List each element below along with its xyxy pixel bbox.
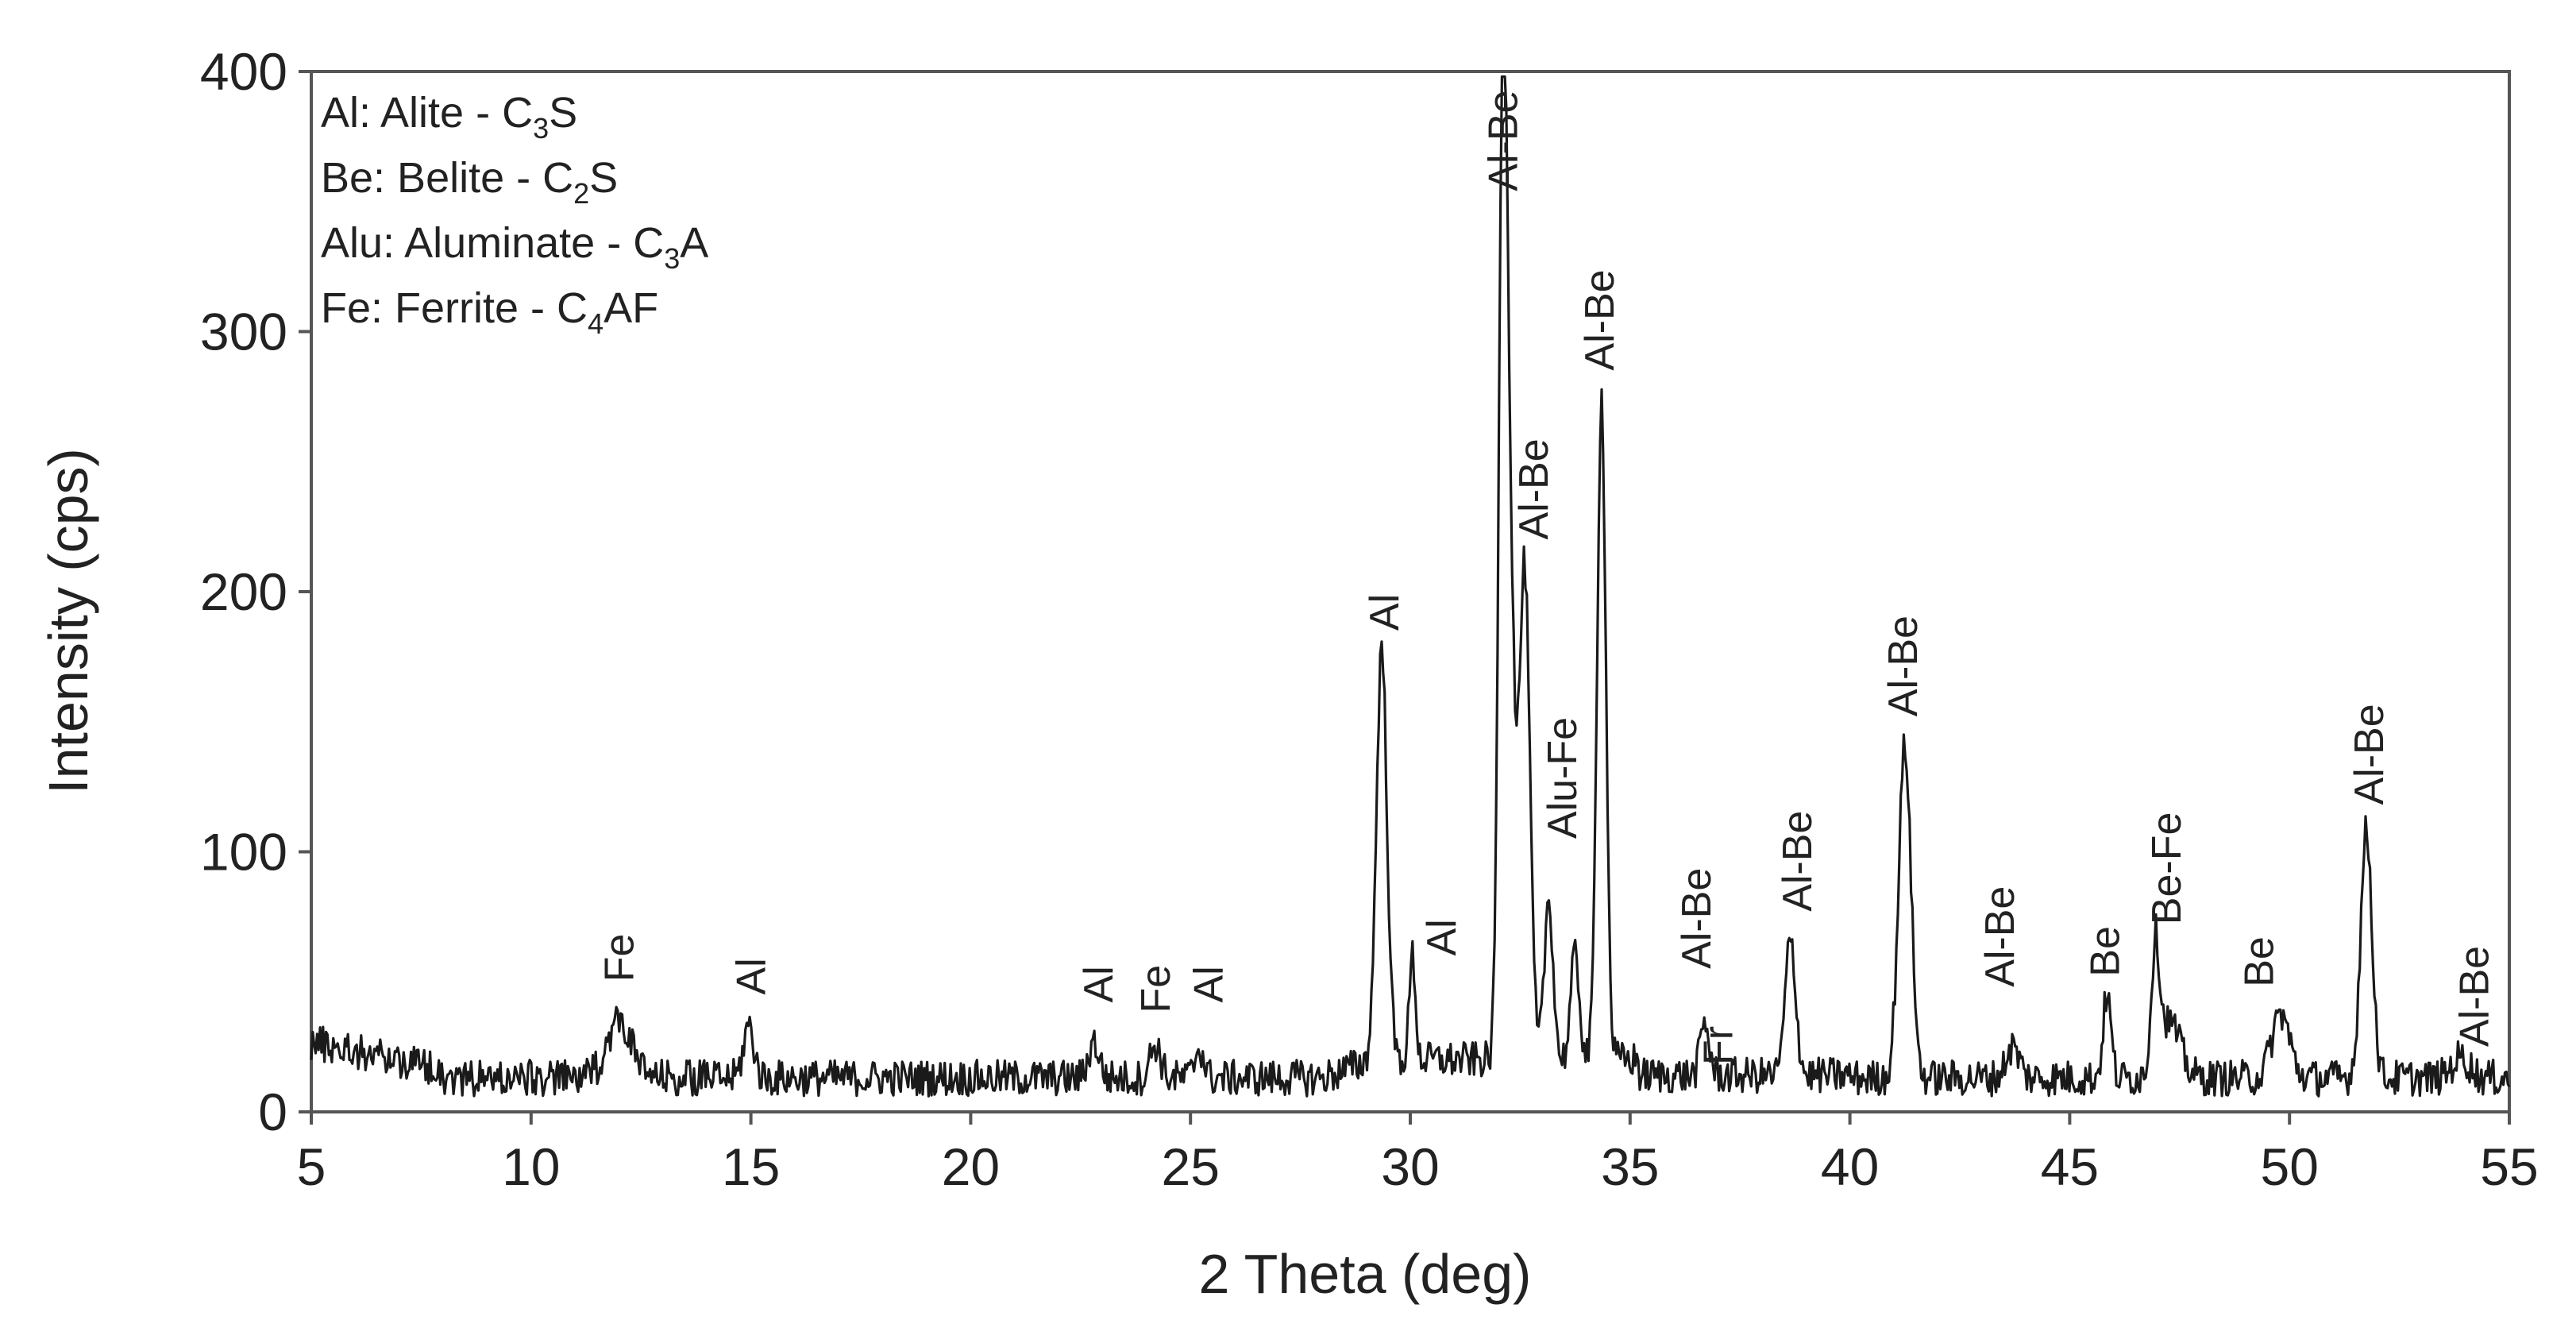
peak-label: Al-Be (1977, 886, 2023, 987)
legend: Al: Alite - C3S Be: Belite - C2S Alu: Alum… (321, 89, 708, 340)
y-tick-label: 100 (200, 823, 287, 882)
x-tick-label: 10 (502, 1137, 560, 1196)
peak-label: Be (2236, 936, 2282, 987)
peak-label: Be (2083, 926, 2129, 977)
x-tick-label: 55 (2480, 1137, 2538, 1196)
x-tick-label: 25 (1161, 1137, 1219, 1196)
peak-label: Al-Be (1880, 616, 1926, 716)
peak-label: Al (1076, 966, 1122, 1002)
peak-label: Al-Be (1577, 269, 1623, 370)
peak-label: Al-Be (1674, 868, 1720, 969)
x-tick-label: 45 (2041, 1137, 2099, 1196)
y-axis-ticks: 0 100 200 300 400 (200, 42, 311, 1141)
x-tick-label: 40 (1821, 1137, 1879, 1196)
x-axis-title: 2 Theta (deg) (1199, 1243, 1532, 1305)
legend-entry: Alu: Aluminate - C3A (321, 219, 708, 275)
peak-label: Al-Be (1775, 811, 1821, 912)
y-tick-label: 400 (200, 42, 287, 101)
y-axis-title: Intensity (cps) (37, 448, 99, 794)
peak-label: Fe (1133, 965, 1179, 1013)
peak-label: Al (1362, 594, 1408, 631)
peak-label: Fr (1696, 1026, 1742, 1065)
peak-label: Al (729, 958, 775, 994)
x-tick-label: 50 (2260, 1137, 2318, 1196)
x-tick-label: 30 (1381, 1137, 1439, 1196)
x-tick-label: 35 (1601, 1137, 1659, 1196)
peak-label: Fe (597, 934, 643, 982)
peak-label: Al-Be (2452, 946, 2498, 1047)
legend-entry: Be: Belite - C2S (321, 154, 618, 210)
peak-label: Al-Be (1480, 91, 1526, 191)
legend-entry: Fe: Ferrite - C4AF (321, 284, 658, 340)
peak-label: Al (1419, 919, 1465, 955)
x-axis-ticks: 5 10 15 20 25 30 35 40 45 50 55 (297, 1112, 2539, 1196)
peak-label: Be-Fe (2144, 812, 2190, 925)
x-tick-label: 15 (722, 1137, 780, 1196)
peak-label: Al (1186, 966, 1232, 1002)
x-tick-label: 20 (942, 1137, 1000, 1196)
diffraction-pattern-line (310, 75, 2511, 1098)
x-tick-label: 5 (297, 1137, 326, 1196)
peak-label: Alu-Fe (1540, 717, 1586, 839)
legend-entry: Al: Alite - C3S (321, 89, 577, 145)
y-tick-label: 200 (200, 562, 287, 621)
peak-label: Al-Be (2347, 704, 2393, 805)
y-tick-label: 300 (200, 303, 287, 361)
peak-labels: Fe Al Al Fe AlAlAlAl-BeAl-BeAlu-FeAl-BeAl-Be… (597, 91, 2498, 1065)
y-tick-label: 0 (258, 1083, 287, 1141)
peak-label: Al-Be (1511, 438, 1557, 539)
